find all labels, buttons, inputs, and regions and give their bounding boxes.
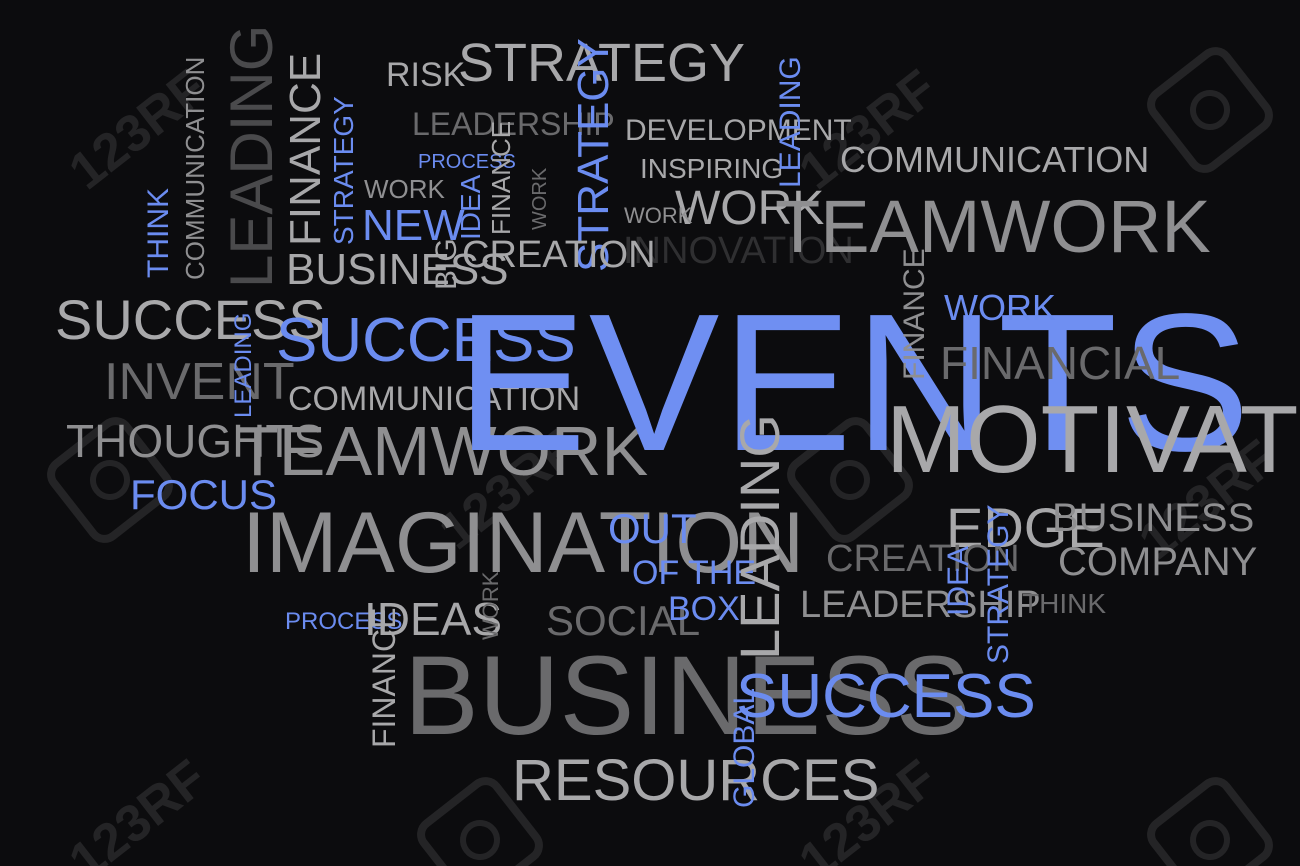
word-strategy-vertical-left: STRATEGY [328,96,359,245]
word-teamwork-mid: TEAMWORK [236,412,649,490]
hero-word-events: EVENTS [456,273,1253,492]
word-finance-vertical-small: FINANCE [486,120,516,235]
watermark-text: 123RF [58,749,218,866]
word-leadership-bottom: LEADERSHIP [800,584,1041,626]
word-thoughts: THOUGHTS [66,415,325,467]
word-out: OUT [608,505,697,552]
camera-icon [1139,39,1281,181]
word-risk: RISK [386,56,466,94]
word-think-right: THINK [1022,588,1106,619]
word-communication-vertical-left: COMMUNICATION [180,56,210,280]
word-work-vertical-bottom: WORK [478,571,503,640]
word-finance-vertical-right: FINANCE [898,248,931,380]
word-creation-bottom: CREATION [826,538,1020,580]
word-social: SOCIAL [546,597,701,644]
word-process-bottom: PROCESS [285,608,403,635]
word-think-vertical: THINK [142,188,175,278]
word-communication-top: COMMUNICATION [840,139,1150,180]
word-leading-vertical-left: LEADING [218,24,285,288]
word-strategy-top: STRATEGY [458,33,746,93]
word-strategy-vertical-right: STRATEGY [982,504,1015,664]
word-development: DEVELOPMENT [625,114,852,147]
word-success-left: SUCCESS [55,288,326,351]
word-resources: RESOURCES [512,748,880,813]
word-financial: FINANCIAL [940,337,1181,389]
word-edge: EDGE [946,496,1105,559]
word-box: BOX [668,590,740,628]
word-leading-vertical-mid: LEADING [230,312,257,418]
word-work-small: WORK [624,203,693,228]
word-focus: FOCUS [130,471,277,518]
word-work-top: WORK [675,182,825,235]
word-success-bottom: SUCCESS [736,662,1036,731]
word-new: NEW [362,201,465,250]
word-leading-vertical-bottom: LEADING [728,414,791,660]
word-imagination: IMAGINATION [242,495,805,591]
word-creation-top: CREATION [462,234,656,276]
camera-icon [1139,769,1281,866]
word-business-top: BUSINESS [286,245,509,294]
word-company: COMPANY [1058,540,1258,584]
word-work-left: WORK [364,174,445,204]
word-success-blue: SUCCESS [276,306,576,375]
word-business-right: BUSINESS [1052,496,1255,540]
word-leading-vertical-top: LEADING [774,56,807,188]
word-business-big: BUSINESS [404,633,971,758]
word-teamwork-right: TEAMWORK [775,185,1211,268]
word-finance-vertical-bottom: FINANCE [366,607,402,748]
word-work-right-blue: WORK [944,287,1056,328]
word-invent: INVENT [104,353,295,411]
word-finance-vertical-left: FINANCE [281,52,330,246]
word-communication-mid: COMMUNICATION [288,380,581,418]
word-idea-vertical-right: IDEA [942,545,975,616]
word-of-the: OF THE [632,554,757,592]
word-work-vertical-small: WORK [529,167,551,230]
word-innovation: INNOVATION [623,230,854,272]
word-process-top: PROCESS [418,151,516,173]
word-motivation: MOTIVATION [886,386,1300,493]
word-ideas: IDEAS [364,593,503,645]
word-inspiring: INSPIRING [640,153,784,184]
word-leadership-top: LEADERSHIP [412,106,615,142]
